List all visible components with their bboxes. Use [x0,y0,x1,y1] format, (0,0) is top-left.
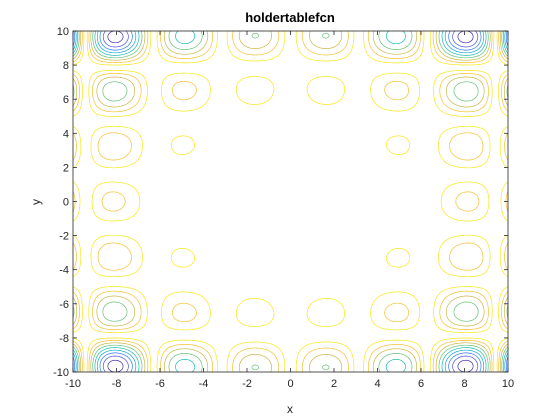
x-tick-label: -10 [65,378,81,390]
contour-level-line [72,30,509,373]
contour-level-line [72,30,509,373]
contour-level-line [72,30,509,373]
y-tick-label: -2 [59,231,69,243]
y-tick-label: -4 [59,265,69,277]
y-tick-label: -10 [53,367,69,379]
x-tick-label: 0 [287,378,293,390]
y-tick-label: 10 [57,26,69,38]
x-tick-label: -4 [199,378,209,390]
contour-level-line [72,30,509,373]
x-tick-label: 4 [374,378,380,390]
chart-title: holdertablefcn [245,10,335,25]
x-tick-label: 2 [331,378,337,390]
y-tick-label: -8 [59,333,69,345]
x-tick-label: 8 [461,378,467,390]
x-tick-label: -6 [155,378,165,390]
contour-level-line [107,30,474,373]
y-axis-label: y [29,199,43,205]
y-tick-label: 6 [63,94,69,106]
x-tick-label: -2 [242,378,252,390]
y-tick-label: 0 [63,197,69,209]
x-tick-label: -8 [112,378,122,390]
x-axis-label: x [287,402,293,416]
y-tick-label: -6 [59,299,69,311]
y-tick-label: 2 [63,162,69,174]
x-tick-label: 10 [502,378,514,390]
contour-level-line [72,30,509,373]
axis-ticks: -10 -8 -6 -4 -2 0 2 4 6 8 10 -10 -8 -6 -4 -2 0 2 4 6 8 10 [53,26,514,390]
contour-level-line [72,30,509,373]
y-tick-label: 8 [63,60,69,72]
contour-level-line [72,30,509,373]
contour-level-line [72,30,509,373]
axes-box [72,30,509,373]
x-tick-label: 6 [418,378,424,390]
y-tick-label: 4 [63,128,69,140]
contour-lines [72,30,509,373]
